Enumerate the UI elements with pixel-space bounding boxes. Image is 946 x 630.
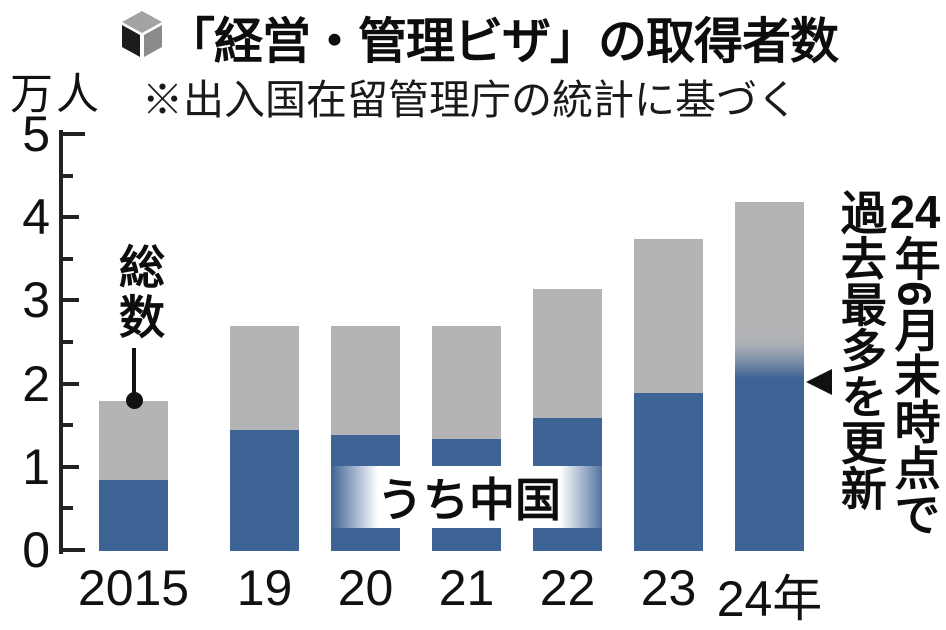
bar-total-24年: [735, 202, 804, 551]
y-axis-label-1: 1: [22, 438, 50, 495]
cube-bullet-icon: [119, 10, 165, 64]
total-series-label: 総数: [113, 243, 165, 343]
y-axis-label-3: 3: [22, 272, 50, 329]
y-axis-tick-3: [61, 298, 79, 303]
y-axis-label-2: 2: [22, 355, 50, 412]
left-pointer-arrow-icon: [806, 369, 832, 395]
y-axis-label-5: 5: [22, 106, 50, 162]
record-high-annotation-line1: 年6月末時点で: [888, 235, 941, 537]
bar-total-19: [230, 326, 299, 551]
y-axis-label-4: 4: [22, 189, 50, 246]
record-high-annotation-line2: 過去最多を更新: [834, 189, 887, 511]
y-axis-tick-4: [61, 215, 79, 220]
y-axis-tick-0.5: [61, 506, 73, 511]
x-axis-label-22: 22: [539, 560, 596, 616]
china-series-label: うち中国: [377, 474, 561, 526]
y-axis-tick-5: [61, 132, 85, 136]
y-axis-unit-label: 万人: [10, 71, 102, 119]
bar-china-2015: [99, 480, 168, 551]
total-label-leader-line: [132, 348, 136, 396]
china-series-label-band: うち中国: [331, 466, 607, 528]
x-axis-label-23: 23: [640, 560, 697, 616]
y-axis-label-0: 0: [22, 522, 50, 578]
chart-title: 「経営・管理ビザ」の取得者数: [166, 15, 839, 69]
y-axis-tick-2: [61, 381, 79, 386]
bar-total-2015: [99, 401, 168, 551]
record-high-annotation-year: 24: [889, 189, 941, 235]
y-axis-tick-3.5: [61, 256, 73, 261]
y-axis-tick-0: [61, 548, 85, 552]
total-label-leader-dot: [126, 392, 143, 409]
x-axis-label-20: 20: [337, 560, 394, 616]
bar-china-19: [230, 430, 299, 551]
chart-source-note: ※出入国在留管理庁の統計に基づく: [142, 77, 798, 123]
y-axis-tick-4.5: [61, 173, 73, 178]
x-axis-label-24年: 24年: [716, 571, 823, 627]
record-high-annotation: 24年6月末時点で 過去最多を更新: [833, 189, 941, 571]
y-axis-tick-1.5: [61, 423, 73, 428]
x-axis-label-19: 19: [236, 560, 293, 616]
y-axis-tick-1: [61, 464, 79, 469]
bar-total-23: [634, 239, 703, 551]
x-axis-label-21: 21: [438, 560, 495, 616]
x-axis-label-2015: 2015: [77, 560, 190, 616]
y-axis-tick-2.5: [61, 340, 73, 344]
bar-china-23: [634, 393, 703, 551]
